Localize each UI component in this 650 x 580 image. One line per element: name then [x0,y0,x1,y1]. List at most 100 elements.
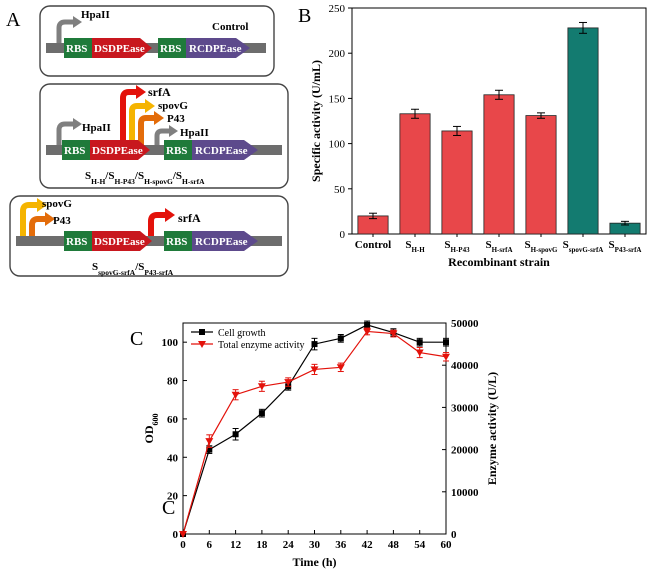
x-tick-label: 24 [283,539,295,551]
data-point [363,328,372,336]
p43-promoter-arrowhead [154,111,164,125]
p43-promoter-arrow [29,216,46,236]
rbs-label: RBS [166,145,187,157]
bar [483,94,515,235]
spovg-promoter-arrowhead [145,99,155,113]
hpaii-promoter-arrowhead [169,125,178,137]
y-right-tick-label: 20000 [451,445,479,457]
bar [399,113,431,235]
x-tick-label: Control [355,239,391,251]
x-tick-label: SP43-srfA [609,239,642,254]
y-right-tick-label: 40000 [451,360,479,372]
data-point [284,379,293,387]
bar [525,115,557,235]
construct-2: HpaII srfA spovG P43 HpaII RBS DSDPEase … [39,83,289,189]
x-tick-label: 60 [441,539,453,551]
line-plot-frame [182,322,447,535]
rbs-label: RBS [66,43,87,55]
hpaii-promoter-arrow [56,19,74,43]
data-point [205,438,214,446]
y-tick-label: 250 [329,3,346,15]
y-tick-label: 100 [329,139,346,151]
data-point [416,339,423,346]
promoter-label-hpaii: HpaII [82,122,111,134]
y-axis-title: Specific activity (U/mL) [309,60,323,182]
rbs-box [64,38,92,58]
data-point [443,339,449,346]
data-point [179,531,187,538]
promoter-label-hpaii: HpaII [180,127,209,139]
y-left-tick-label: 40 [167,452,179,464]
line-chart: 0 6 12 18 24 30 36 42 48 54 6002040608010001000020… [142,318,499,569]
promoter-label-srfa: srfA [148,85,171,99]
rbs-label: RBS [66,236,87,248]
construct-3: spovG P43 srfA RBS DSDPEase RBS RCDPEase… [9,195,289,277]
srfa-promoter-arrow [120,89,137,145]
x-tick-label: SH-spovG [525,239,559,254]
rcdpease-label: RCDPEase [189,43,242,55]
construct-3-caption: SspovG-srfA/SP43-srfA [92,261,174,277]
promoter-label-p43: P43 [167,113,185,125]
hpaii-promoter-arrow [154,128,170,145]
legend-marker [199,329,205,335]
x-axis-title: Time (h) [292,555,336,569]
y-left-tick-label: 20 [167,491,179,503]
data-point [311,341,318,348]
data-point [258,410,265,417]
construct-1-backbone [46,43,266,53]
y-left-tick-label: 100 [162,337,179,349]
rbs-box [164,140,192,160]
rbs-box [62,140,90,160]
hpaii-promoter-arrow [56,121,74,145]
data-point [206,446,213,453]
construct-1: HpaII Control RBS DSDPEase RBS RCDPEase [39,5,275,77]
rbs-box [64,231,92,251]
srfa-promoter-arrow [148,212,166,236]
x-tick-label: SspovG-srfA [563,239,604,254]
data-point [232,431,239,438]
x-tick-label: SH-P43 [444,239,470,254]
spovg-promoter-arrowhead [37,198,47,212]
x-tick-label: SH-srfA [485,239,512,254]
construct-2-caption: SH-H/SH-P43/SH-spovG/SH-srfA [85,170,205,186]
p43-promoter-arrow [138,115,155,145]
data-point [442,353,450,361]
legend-marker [198,341,206,348]
data-point [310,366,319,374]
x-tick-label: 48 [388,539,400,551]
rcdpease-gene [192,231,258,251]
spovg-promoter-arrow [129,103,146,145]
promoter-label-srfa: srfA [178,211,201,225]
dsdpease-gene [90,140,150,160]
dsdpease-label: DSDPEase [94,43,145,55]
dsdpease-label: DSDPEase [92,145,143,157]
promoter-label-hpaii: HpaII [81,9,110,21]
promoter-label-spovg: spovG [158,100,188,112]
y-right-tick-label: 0 [451,529,457,541]
data-point [257,383,266,391]
rbs-box [158,38,186,58]
panel-letter-c-duplicate: C [162,497,175,519]
x-tick-label: SH-H [405,239,425,254]
series-line [182,324,446,535]
y-tick-label: 0 [340,229,346,241]
data-point [337,335,344,342]
x-tick-label: 30 [309,539,321,551]
x-tick-label: 0 [180,539,186,551]
y-right-axis-title: Enzyme activity (U/L) [485,372,499,485]
control-label: Control [212,21,248,33]
data-point [364,321,371,328]
data-point [389,330,398,338]
y-right-tick-label: 50000 [451,318,479,330]
x-tick-label: 6 [207,539,213,551]
x-tick-label: 18 [256,539,268,551]
y-left-axis-title: OD600 [142,414,160,444]
dsdpease-gene [92,38,152,58]
rcdpease-gene [186,38,250,58]
srfa-promoter-arrowhead [136,85,146,99]
x-tick-label: 54 [414,539,426,551]
construct-2-frame [39,83,289,189]
x-axis-title: Recombinant strain [448,255,550,269]
dsdpease-gene [92,231,152,251]
x-tick-label: 12 [230,539,242,551]
